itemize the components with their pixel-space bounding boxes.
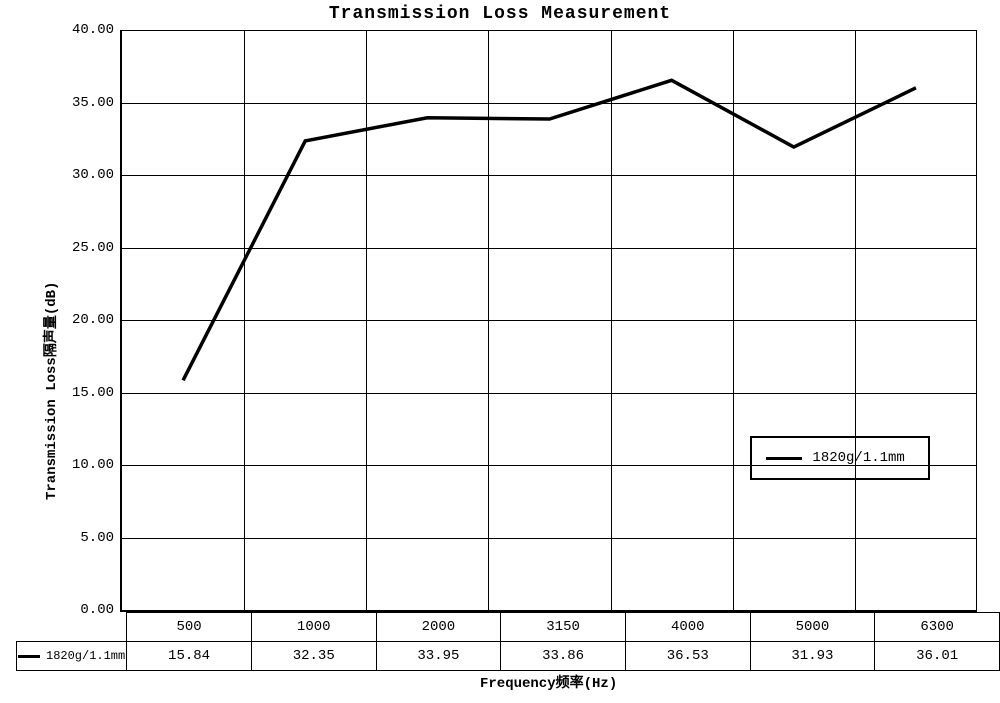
chart-container: Transmission Loss Measurement Transmissi… <box>0 0 1000 703</box>
table-category-cell: 4000 <box>625 613 750 642</box>
y-axis-title: Transmission Loss隔声量(dB) <box>40 282 60 500</box>
grid-line-horizontal <box>122 248 977 249</box>
y-tick-label: 5.00 <box>80 530 122 546</box>
table-corner-cell <box>17 613 127 642</box>
y-tick-label: 20.00 <box>72 312 122 328</box>
table-value-cell: 32.35 <box>251 642 376 671</box>
y-tick-label: 30.00 <box>72 167 122 183</box>
table-category-cell: 500 <box>127 613 252 642</box>
table-value-cell: 36.01 <box>875 642 1000 671</box>
grid-line-vertical <box>733 30 734 610</box>
table-data-row: 1820g/1.1mm15.8432.3533.9533.8636.5331.9… <box>17 642 1000 671</box>
table-category-cell: 5000 <box>750 613 875 642</box>
table-value-cell: 36.53 <box>625 642 750 671</box>
grid-line-vertical <box>855 30 856 610</box>
plot-area: 1820g/1.1mm 0.005.0010.0015.0020.0025.00… <box>120 30 977 612</box>
y-tick-label: 40.00 <box>72 22 122 38</box>
table-category-cell: 6300 <box>875 613 1000 642</box>
table-category-cell: 1000 <box>251 613 376 642</box>
legend-swatch <box>766 457 802 460</box>
grid-line-vertical <box>488 30 489 610</box>
data-table: 5001000200031504000500063001820g/1.1mm15… <box>16 612 1000 671</box>
legend: 1820g/1.1mm <box>750 436 930 480</box>
x-axis-title: Frequency频率(Hz) <box>480 672 617 692</box>
table-row-header: 1820g/1.1mm <box>17 642 127 671</box>
table-category-cell: 2000 <box>376 613 501 642</box>
y-tick-label: 25.00 <box>72 240 122 256</box>
y-tick-label: 15.00 <box>72 385 122 401</box>
series-polyline <box>183 80 916 380</box>
grid-line-vertical <box>244 30 245 610</box>
grid-line-horizontal <box>122 103 977 104</box>
plot-top-border <box>122 30 977 31</box>
y-tick-label: 10.00 <box>72 457 122 473</box>
grid-line-horizontal <box>122 465 977 466</box>
y-tick-label: 35.00 <box>72 95 122 111</box>
table-value-cell: 33.86 <box>501 642 626 671</box>
row-header-swatch <box>18 655 40 658</box>
legend-label: 1820g/1.1mm <box>812 450 904 466</box>
grid-line-horizontal <box>122 538 977 539</box>
grid-line-horizontal <box>122 393 977 394</box>
grid-line-horizontal <box>122 320 977 321</box>
table-value-cell: 31.93 <box>750 642 875 671</box>
table-header-row: 500100020003150400050006300 <box>17 613 1000 642</box>
plot-right-border <box>976 30 977 610</box>
chart-title: Transmission Loss Measurement <box>0 4 1000 24</box>
grid-line-vertical <box>611 30 612 610</box>
row-header-label: 1820g/1.1mm <box>46 649 125 663</box>
grid-line-vertical <box>366 30 367 610</box>
table-value-cell: 15.84 <box>127 642 252 671</box>
table-category-cell: 3150 <box>501 613 626 642</box>
grid-line-horizontal <box>122 175 977 176</box>
table-value-cell: 33.95 <box>376 642 501 671</box>
